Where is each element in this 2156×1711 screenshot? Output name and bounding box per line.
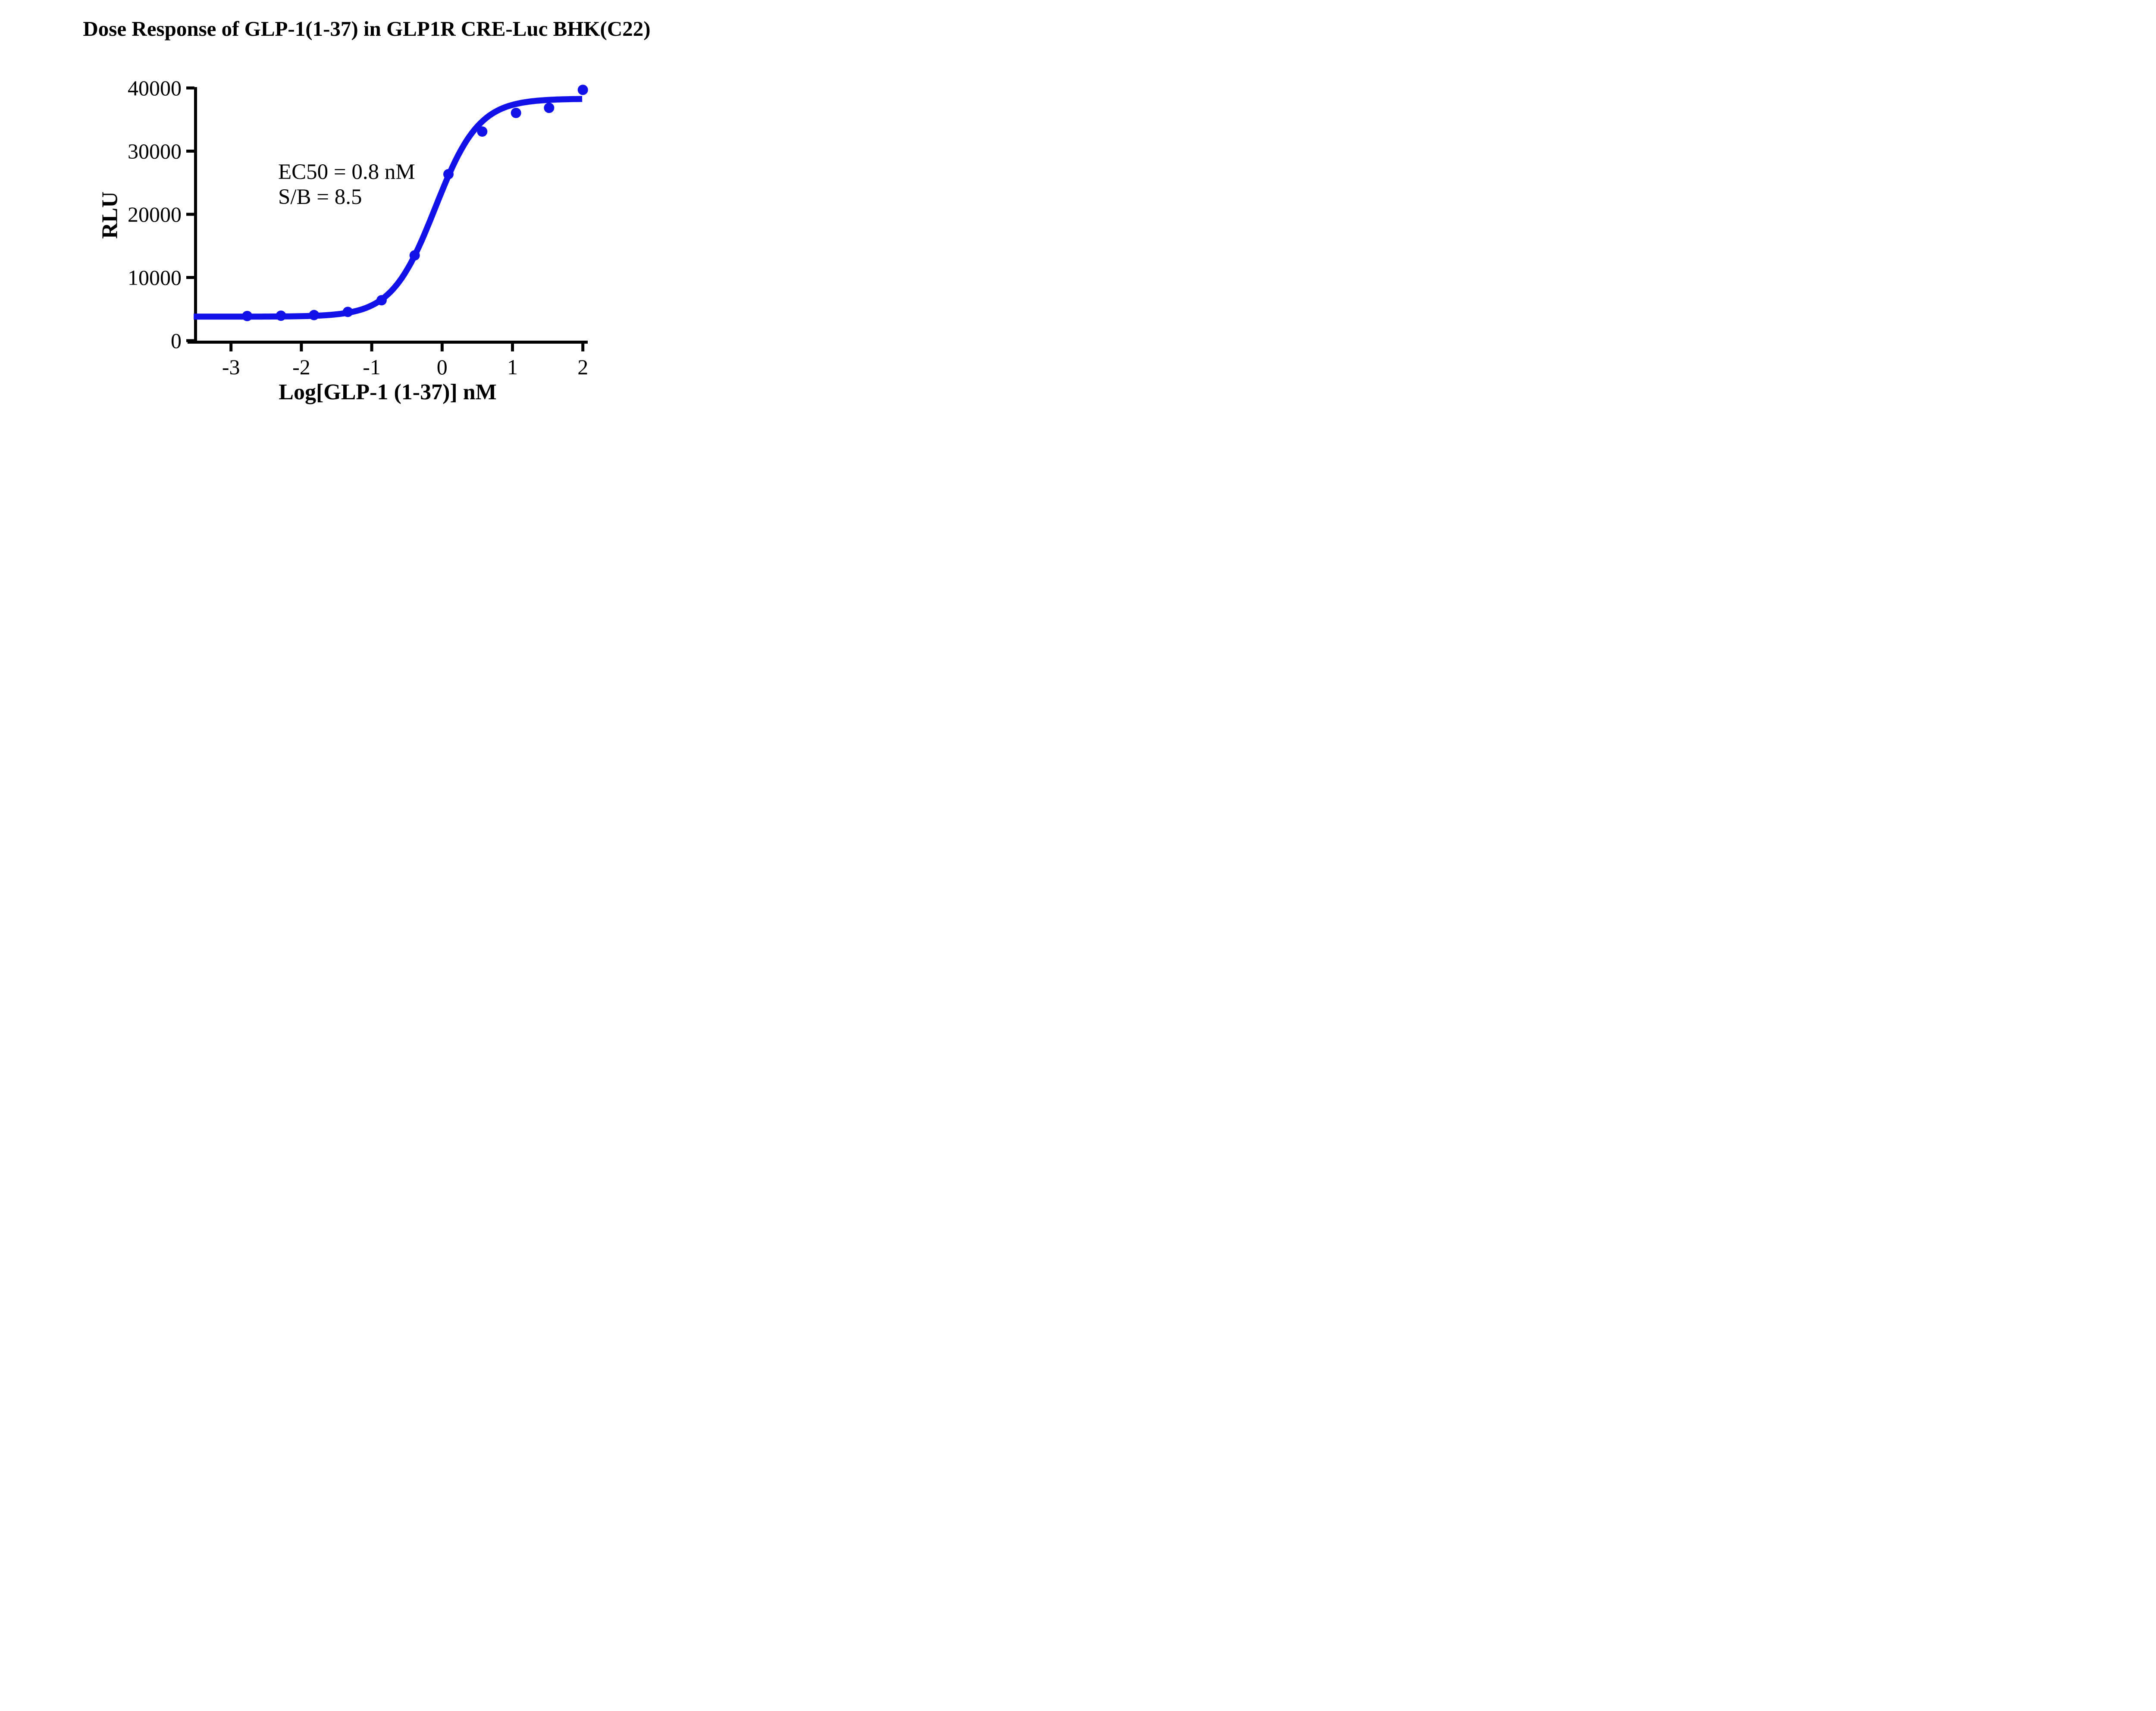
data-point <box>511 107 521 118</box>
y-tick-label: 10000 <box>128 266 182 290</box>
x-axis-title: Log[GLP-1 (1-37)] nM <box>279 380 497 404</box>
x-tick-label: 2 <box>577 355 588 379</box>
signal-to-background-annotation: S/B = 8.5 <box>278 185 362 210</box>
x-tick-label: -1 <box>363 355 381 379</box>
x-tick-label: 1 <box>507 355 518 379</box>
ec50-annotation: EC50 = 0.8 nM <box>278 160 415 184</box>
dose-response-chart: -3 -2 -1 0 1 2 0 10000 20000 30000 40000 <box>128 76 588 379</box>
figure-canvas: Dose Response of GLP-1(1-37) in GLP1R CR… <box>0 0 733 428</box>
data-point <box>242 310 253 321</box>
fit-results-annotation: EC50 = 0.8 nM S/B = 8.5 <box>278 160 415 210</box>
data-point <box>276 310 286 321</box>
x-tick-label: -2 <box>292 355 310 379</box>
data-point <box>342 307 353 317</box>
chart-title: Dose Response of GLP-1(1-37) in GLP1R CR… <box>83 17 651 41</box>
fit-curve <box>193 96 583 320</box>
data-point <box>376 295 387 306</box>
x-tick-label: 0 <box>437 355 448 379</box>
data-point <box>443 169 454 179</box>
y-tick-label: 30000 <box>128 139 182 163</box>
data-point <box>577 85 588 95</box>
data-point <box>477 126 488 137</box>
data-point <box>309 310 320 320</box>
data-point <box>409 250 420 261</box>
y-tick-label: 20000 <box>128 202 182 226</box>
y-tick-label: 0 <box>171 329 182 353</box>
x-tick-label: -3 <box>222 355 240 379</box>
data-point <box>544 103 555 113</box>
y-tick-label: 40000 <box>128 76 182 100</box>
